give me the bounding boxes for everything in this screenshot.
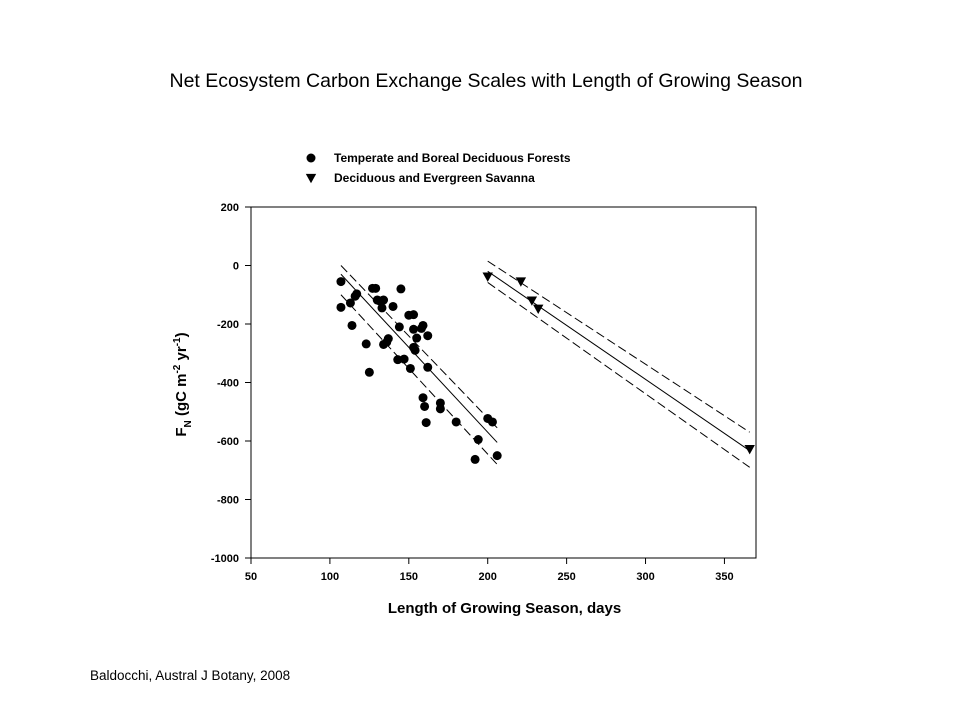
forest-point: [377, 303, 387, 313]
legend: Temperate and Boreal Deciduous Forests De…: [305, 151, 571, 185]
x-tick-label: 300: [636, 571, 654, 583]
forest-point: [361, 339, 371, 349]
forest-point: [352, 289, 362, 299]
savanna-point: [533, 304, 544, 314]
forest-point: [405, 363, 415, 373]
forest-point: [451, 417, 461, 427]
y-tick-label: -400: [217, 378, 239, 390]
forest-point: [409, 310, 419, 320]
forest-point: [371, 283, 381, 293]
savanna-point: [515, 277, 527, 287]
forest-point: [379, 295, 389, 305]
y-axis-title: FN (gC m-2 yr-1): [172, 332, 194, 436]
savanna-point: [526, 296, 538, 306]
x-tick-label: 100: [321, 571, 339, 583]
forest-point: [423, 331, 433, 341]
forest-point: [336, 302, 346, 312]
x-tick-label: 50: [245, 571, 257, 583]
slide-title: Net Ecosystem Carbon Exchange Scales wit…: [169, 70, 803, 92]
forest-point: [396, 284, 406, 294]
forest-point: [347, 320, 357, 330]
forest-point: [410, 345, 420, 355]
forest-point: [394, 322, 404, 332]
x-tick-label: 350: [715, 571, 733, 583]
y-tick-label: -600: [217, 436, 239, 448]
confidence-line: [487, 260, 750, 433]
y-tick-label: -200: [217, 319, 239, 331]
forest-point: [492, 451, 502, 461]
forest-point: [420, 401, 430, 411]
forest-point: [399, 354, 409, 364]
x-tick-label: 250: [557, 571, 575, 583]
legend-label: Temperate and Boreal Deciduous Forests: [334, 151, 571, 165]
citation: Baldocchi, Austral J Botany, 2008: [90, 668, 291, 683]
forest-point: [473, 435, 483, 445]
x-axis: 50 100 150 200 250 300 350: [245, 558, 734, 583]
forest-point: [418, 393, 428, 403]
forest-point: [345, 298, 355, 308]
confidence-line: [340, 265, 498, 429]
regression-line: [340, 273, 498, 443]
forest-point: [418, 320, 428, 330]
forest-point: [435, 404, 445, 414]
forest-point: [487, 417, 497, 427]
forest-point: [412, 333, 422, 343]
savanna-point: [744, 445, 755, 455]
savanna-point: [482, 272, 493, 282]
y-tick-label: 0: [233, 261, 239, 273]
legend-triangle-marker: [305, 173, 317, 184]
forest-point: [421, 418, 431, 428]
y-tick-label: -800: [217, 495, 239, 507]
y-tick-label: 200: [221, 202, 239, 214]
x-axis-title: Length of Growing Season, days: [388, 600, 621, 617]
legend-label: Deciduous and Evergreen Savanna: [334, 171, 535, 185]
forest-point: [364, 367, 374, 377]
x-tick-label: 150: [400, 571, 418, 583]
forest-point: [423, 362, 433, 372]
confidence-line: [487, 282, 750, 468]
plot-frame: [250, 206, 757, 559]
regression-line: [487, 270, 750, 452]
forest-point: [383, 334, 393, 344]
forest-point: [388, 301, 398, 311]
forest-point: [470, 454, 480, 464]
data-points: [336, 272, 755, 464]
forest-point: [336, 277, 346, 287]
y-tick-label: -1000: [211, 553, 239, 565]
forest-point: [409, 324, 419, 334]
legend-circle-marker: [306, 153, 316, 163]
x-tick-label: 200: [479, 571, 497, 583]
confidence-line: [340, 294, 498, 465]
y-axis: 200 0 -200 -400 -600 -800 -1000: [211, 202, 251, 565]
